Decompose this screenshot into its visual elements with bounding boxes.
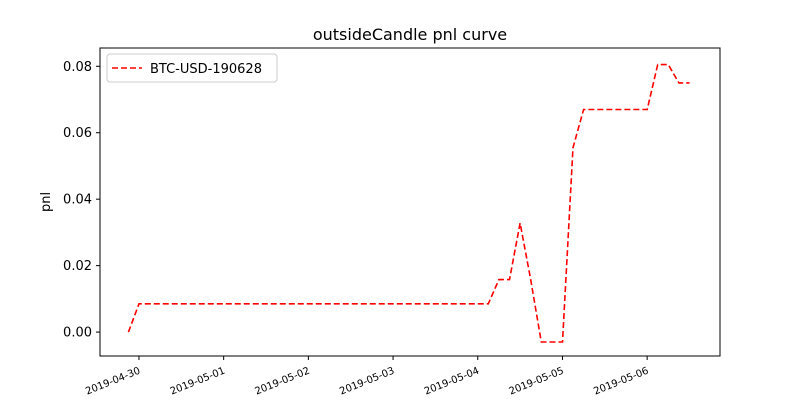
y-tick-label: 0.00: [63, 326, 92, 341]
x-tick-label: 2019-05-01: [169, 366, 227, 398]
x-tick-label: 2019-05-04: [423, 366, 481, 398]
y-tick-label: 0.06: [63, 126, 92, 141]
legend: BTC-USD-190628: [106, 53, 278, 83]
series-line-btc-usd-190628: [127, 63, 690, 343]
x-axis: 2019-04-30 2019-05-01 2019-05-02 2019-05-03…: [84, 356, 650, 398]
y-axis: 0.00 0.02 0.04 0.06 0.08: [63, 60, 100, 341]
y-axis-label: pnl: [39, 192, 54, 212]
y-tick-label: 0.04: [63, 193, 92, 208]
x-tick-label: 2019-05-06: [592, 366, 650, 398]
y-tick-label: 0.02: [63, 259, 92, 274]
series-layer: [127, 63, 690, 343]
x-tick-label: 2019-05-02: [253, 366, 311, 398]
plot-area-frame: [99, 47, 721, 357]
x-tick-label: 2019-05-03: [338, 366, 396, 398]
x-tick-label: 2019-05-05: [508, 366, 566, 398]
x-tick-label: 2019-04-30: [84, 366, 142, 398]
y-tick-label: 0.08: [63, 60, 92, 75]
legend-box: [106, 53, 278, 83]
chart-title: outsideCandle pnl curve: [313, 25, 507, 44]
legend-label: BTC-USD-190628: [150, 62, 262, 77]
